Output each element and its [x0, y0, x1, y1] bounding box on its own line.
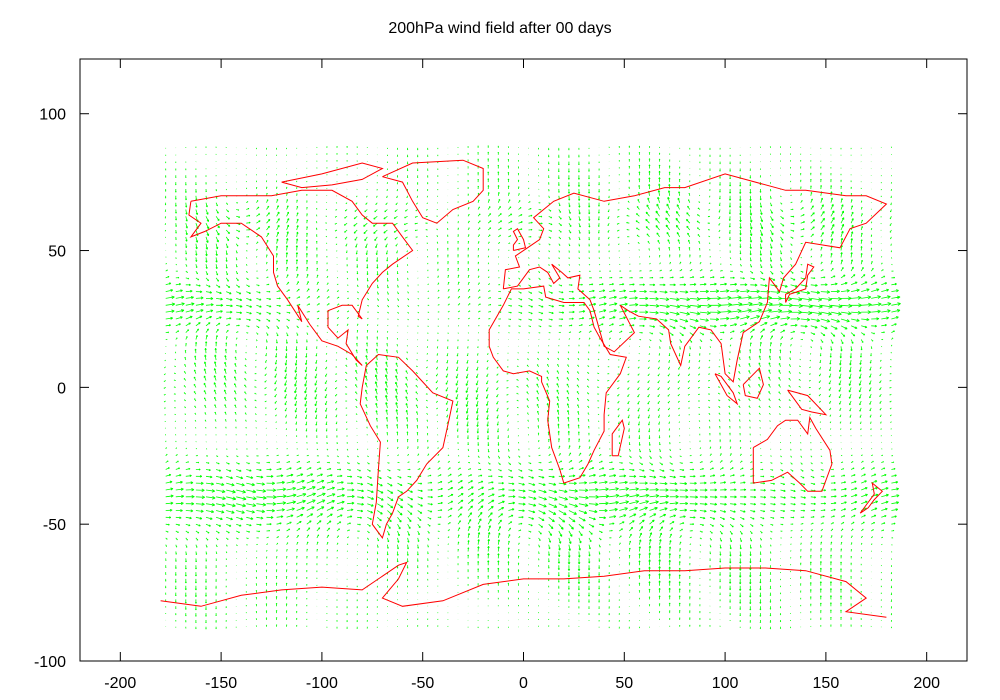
- coastline-borneo: [742, 367, 764, 399]
- x-tick-label: 200: [913, 675, 940, 692]
- coastline-britain: [512, 227, 527, 251]
- coastline-madagascar: [611, 419, 625, 457]
- coastline-africa-eurasia: [488, 285, 627, 484]
- wind-vectors: [163, 145, 901, 630]
- y-tick-label: -100: [34, 654, 66, 671]
- coastline-japan: [785, 263, 815, 303]
- y-tick-label: 100: [39, 107, 66, 124]
- x-tick-label: 50: [615, 675, 633, 692]
- chart-title: 200hPa wind field after 00 days: [388, 20, 612, 37]
- coastline-australia: [752, 415, 833, 492]
- y-tick-label: 0: [57, 380, 66, 397]
- axis-ticks: -200 -150 -100 -50 0 50 100 150 200 100 50 0 -50 -100: [34, 59, 967, 692]
- x-tick-label: 0: [519, 675, 528, 692]
- coastline-new-zealand: [859, 481, 884, 514]
- coastline-indonesia: [714, 373, 739, 406]
- coastline-eurasia-north: [502, 173, 888, 383]
- y-tick-label: -50: [43, 517, 66, 534]
- x-tick-label: -150: [205, 675, 237, 692]
- coastline-new-guinea: [787, 389, 828, 416]
- coastline-arctic-islands: [281, 162, 384, 189]
- x-tick-label: -50: [411, 675, 434, 692]
- coastline-greenland: [382, 159, 484, 224]
- x-tick-label: -200: [104, 675, 136, 692]
- coastline-north-america: [188, 189, 414, 366]
- coastline-south-america: [359, 353, 454, 540]
- x-tick-label: -100: [306, 675, 338, 692]
- wind-vector-arrows: [163, 145, 901, 630]
- coastline-antarctica: [160, 561, 887, 618]
- coastlines: [160, 159, 888, 618]
- x-tick-label: 150: [813, 675, 840, 692]
- plot-frame: [79, 58, 968, 662]
- y-tick-label: 50: [48, 244, 66, 261]
- x-tick-label: 100: [712, 675, 739, 692]
